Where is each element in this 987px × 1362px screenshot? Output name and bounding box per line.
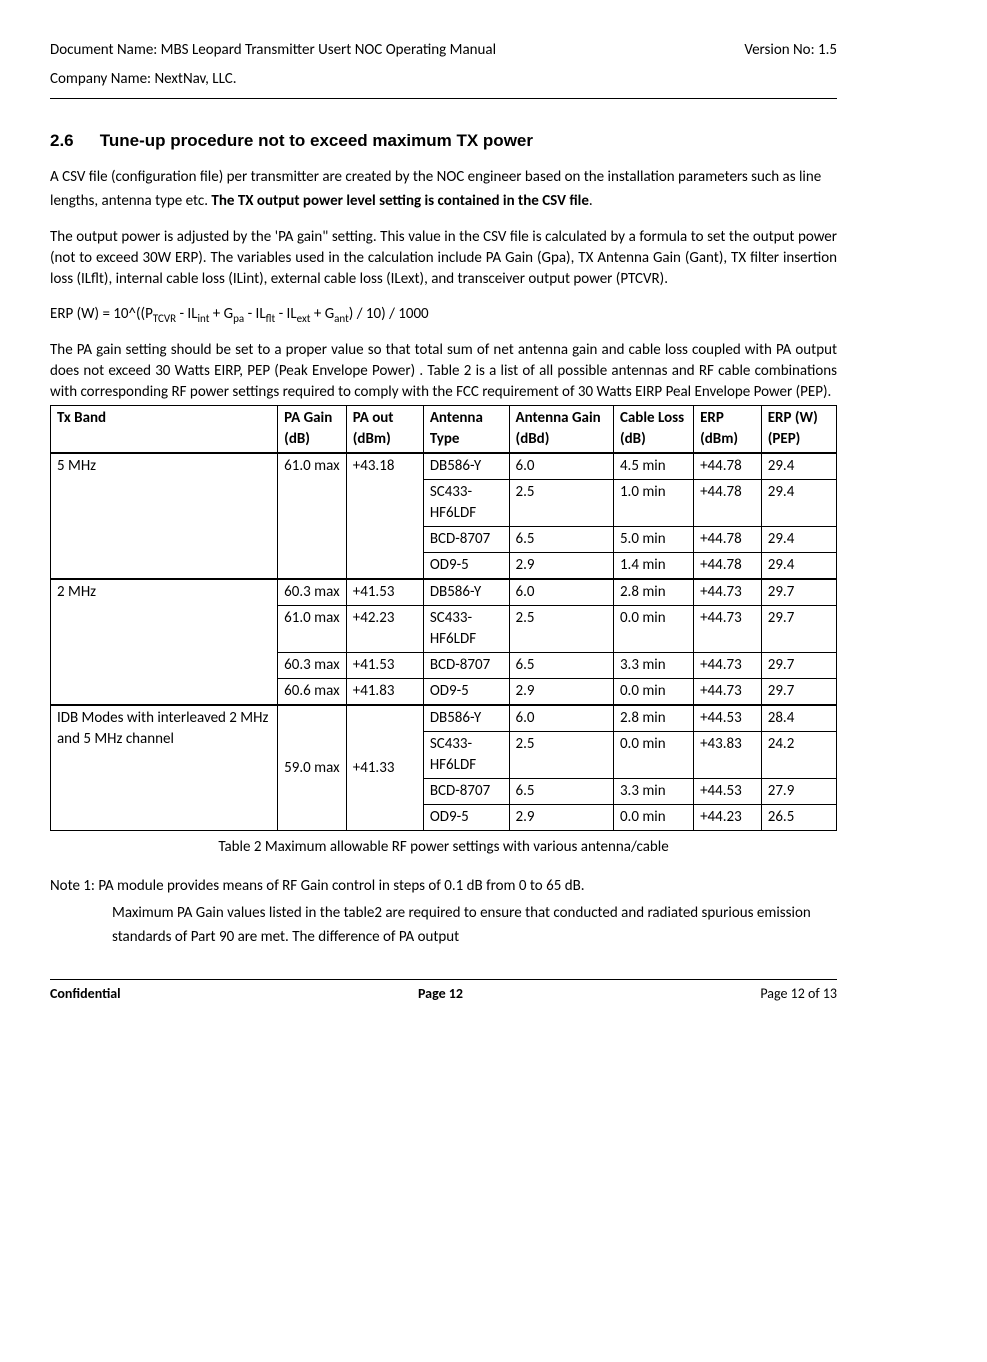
col-erpw: ERP (W) (PEP) [761, 406, 836, 454]
page-footer: Confidential Page 12 Page 12 of 13 [50, 979, 837, 1004]
col-antgain: Antenna Gain (dBd) [509, 406, 613, 454]
table-caption: Table 2 Maximum allowable RF power setti… [50, 837, 837, 858]
footer-right: Page 12 of 13 [760, 984, 837, 1004]
footer-center: Page 12 [418, 984, 463, 1004]
erp-formula: ERP (W) = 10^((PTCVR - ILint + Gpa - ILf… [50, 304, 837, 326]
col-anttype: Antenna Type [423, 406, 509, 454]
col-cableloss: Cable Loss (dB) [613, 406, 693, 454]
section-number: 2.6 [50, 129, 95, 153]
doc-header: Document Name: MBS Leopard Transmitter U… [50, 40, 837, 61]
company-name: Company Name: NextNav, LLC. [50, 69, 837, 90]
para-3: The PA gain setting should be set to a p… [50, 340, 837, 403]
para-1: A CSV file (configuration file) per tran… [50, 165, 837, 213]
note-1-cont: Maximum PA Gain values listed in the tab… [50, 901, 837, 949]
col-pagain: PA Gain (dB) [278, 406, 347, 454]
header-rule [50, 98, 837, 99]
rf-power-table: Tx Band PA Gain (dB) PA out (dBm) Antenn… [50, 405, 837, 831]
doc-name: Document Name: MBS Leopard Transmitter U… [50, 40, 496, 61]
table-row: IDB Modes with interleaved 2 MHz and 5 M… [51, 705, 837, 732]
table-row: 2 MHz 60.3 max +41.53 DB586-Y 6.0 2.8 mi… [51, 579, 837, 606]
note-1-line1: Note 1: PA module provides means of RF G… [50, 876, 837, 897]
col-txband: Tx Band [51, 406, 278, 454]
para-2: The output power is adjusted by the 'PA … [50, 227, 837, 290]
section-heading: 2.6 Tune-up procedure not to exceed maxi… [50, 129, 837, 153]
col-paout: PA out (dBm) [346, 406, 423, 454]
footer-left: Confidential [50, 984, 121, 1004]
section-title: Tune-up procedure not to exceed maximum … [100, 131, 533, 150]
version-no: Version No: 1.5 [744, 40, 837, 61]
table-row: 5 MHz 61.0 max +43.18 DB586-Y 6.0 4.5 mi… [51, 453, 837, 480]
col-erpdbm: ERP (dBm) [694, 406, 762, 454]
table-header-row: Tx Band PA Gain (dB) PA out (dBm) Antenn… [51, 406, 837, 454]
